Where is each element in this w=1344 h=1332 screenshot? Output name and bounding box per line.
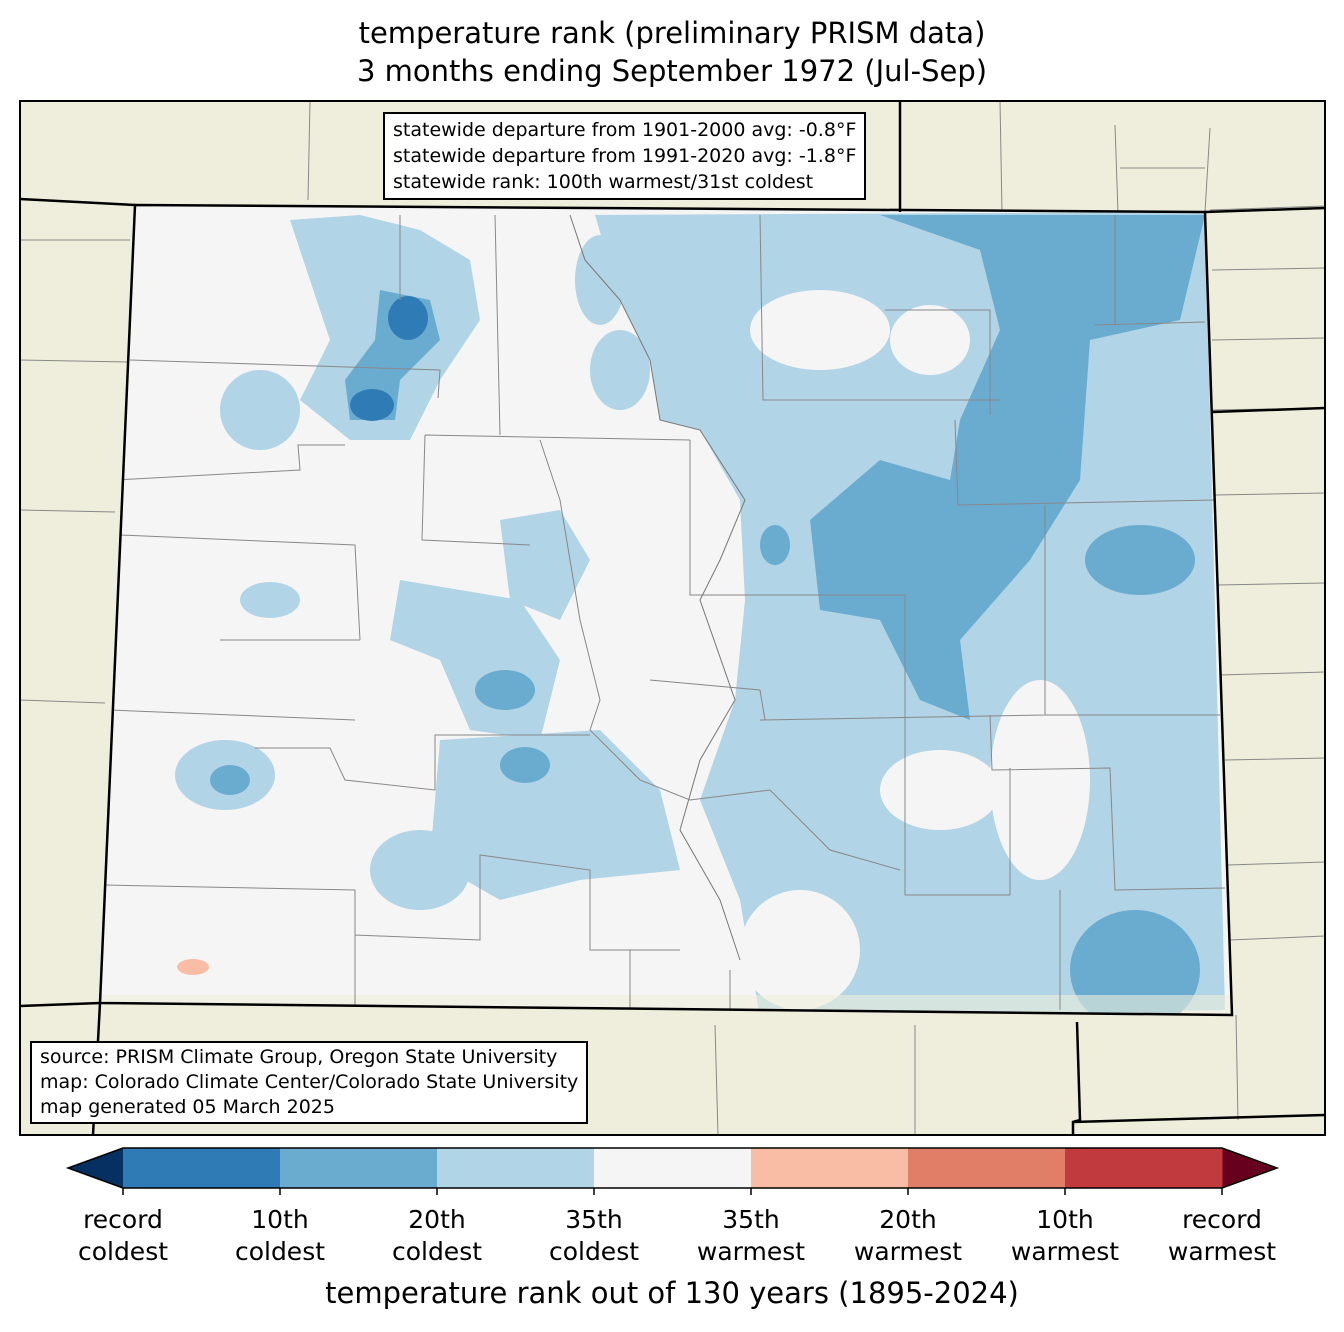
tick-label-line2: warmest (853, 1237, 963, 1266)
colorbar-segment (1065, 1148, 1223, 1188)
colorbar-segment (437, 1148, 595, 1188)
colorbar-tick-label: record warmest (1142, 1204, 1302, 1268)
colorbar-segment (594, 1148, 752, 1188)
title-line-1: temperature rank (preliminary PRISM data… (358, 16, 986, 50)
colorbar-tick-label: 10th coldest (200, 1204, 360, 1268)
rank-shading (100, 212, 1232, 1015)
tick-label-line1: 35th (722, 1205, 780, 1234)
tick-label-line2: warmest (1167, 1237, 1277, 1266)
title-line-2: 3 months ending September 1972 (Jul-Sep) (356, 54, 988, 88)
tick-label-line2: coldest (77, 1237, 169, 1266)
tick-label-line1: 35th (565, 1205, 623, 1234)
colorbar-extend-high (1222, 1148, 1277, 1188)
colorbar-segment (751, 1148, 909, 1188)
colorbar-segment (908, 1148, 1066, 1188)
colorbar-tick-label: 20th warmest (828, 1204, 988, 1268)
tick-label-line2: warmest (1010, 1237, 1120, 1266)
colorbar (65, 1147, 1280, 1195)
tick-label-line1: 20th (408, 1205, 466, 1234)
colorbar-segment (280, 1148, 438, 1188)
colorbar-tick-label: 20th coldest (357, 1204, 517, 1268)
tick-label-line1: record (1182, 1205, 1262, 1234)
statewide-rank: statewide rank: 100th warmest/31st colde… (393, 171, 814, 193)
tick-label-line1: record (83, 1205, 163, 1234)
neighbor-county-lines (20, 101, 1325, 1135)
colorbar-tick-label: record coldest (43, 1204, 203, 1268)
tick-label-line1: 10th (1036, 1205, 1094, 1234)
tick-label-line1: 20th (879, 1205, 937, 1234)
tick-label-line2: coldest (234, 1237, 326, 1266)
colorbar-tick-label: 35th coldest (514, 1204, 674, 1268)
departure-1901-2000: statewide departure from 1901-2000 avg: … (393, 119, 857, 141)
map-frame (19, 100, 1326, 1136)
state-borders (19, 101, 1326, 1136)
tick-label-line1: 10th (251, 1205, 309, 1234)
statewide-stats-box: statewide departure from 1901-2000 avg: … (383, 112, 867, 200)
colorbar-label: temperature rank out of 130 years (1895-… (325, 1276, 1019, 1310)
source-line: source: PRISM Climate Group, Oregon Stat… (40, 1046, 558, 1068)
tick-label-line2: warmest (696, 1237, 806, 1266)
colorbar-tick-label: 35th warmest (671, 1204, 831, 1268)
departure-1991-2020: statewide departure from 1991-2020 avg: … (393, 145, 857, 167)
source-box: source: PRISM Climate Group, Oregon Stat… (30, 1041, 589, 1124)
tick-label-line2: coldest (548, 1237, 640, 1266)
generated-date-line: map generated 05 March 2025 (40, 1096, 335, 1118)
map-credit-line: map: Colorado Climate Center/Colorado St… (40, 1071, 579, 1093)
colorbar-extend-low (68, 1148, 123, 1188)
tick-label-line2: coldest (391, 1237, 483, 1266)
colorbar-segment (123, 1148, 281, 1188)
county-lines (104, 214, 1226, 1015)
colorbar-tick-label: 10th warmest (985, 1204, 1145, 1268)
